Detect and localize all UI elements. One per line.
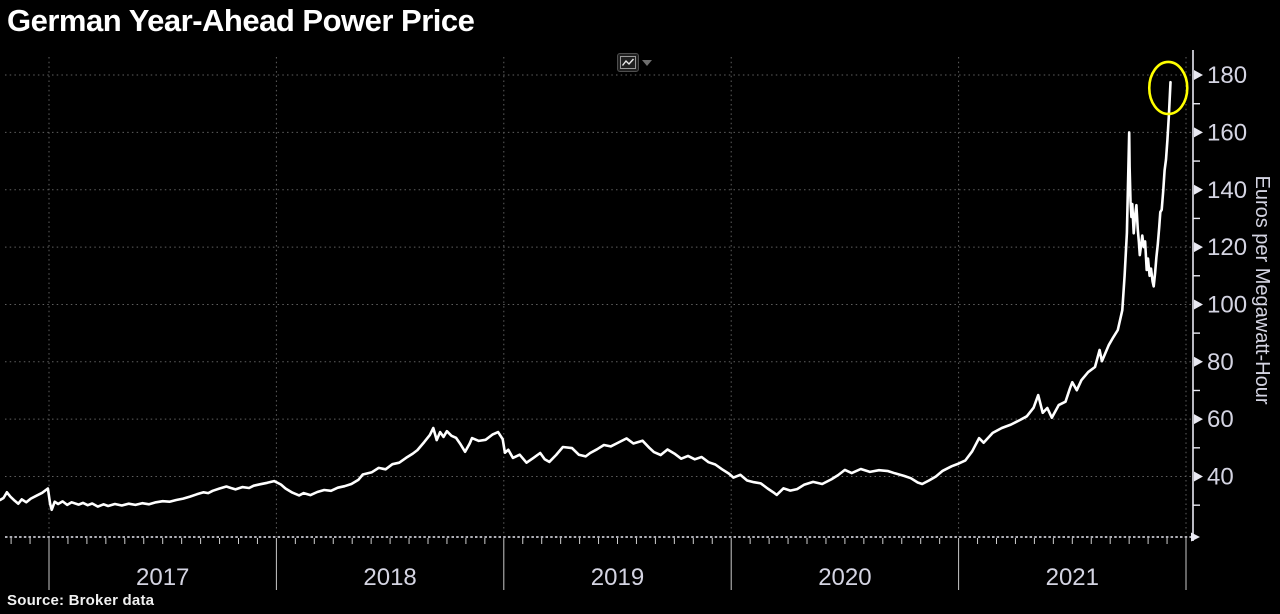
y-tick-label: 60 [1207, 406, 1234, 433]
x-tick-label: 2017 [136, 564, 189, 591]
y-tick-arrow-icon [1194, 471, 1203, 482]
gridlines [5, 57, 1193, 537]
x-tick-labels: 2017 2018 2019 2020 2021 [136, 564, 1099, 591]
y-tick-arrow-icon [1194, 242, 1203, 253]
y-tick-label: 100 [1207, 291, 1247, 318]
y-tick-arrow-icon [1194, 356, 1203, 367]
y-axis: 40 60 80 100 120 140 160 180 [1192, 50, 1247, 541]
page-title: German Year-Ahead Power Price [7, 3, 475, 38]
peak-highlight-circle [1147, 60, 1189, 116]
y-tick-label: 40 [1207, 464, 1234, 491]
y-tick-arrow-icon [1194, 70, 1203, 81]
chart-type-button[interactable] [617, 53, 639, 72]
y-tick-arrow-icon [1194, 184, 1203, 195]
y-tick-label: 140 [1207, 177, 1247, 204]
x-tick-label: 2020 [818, 564, 871, 591]
y-tick-arrow-icon [1194, 414, 1203, 425]
caret-down-icon[interactable] [642, 60, 652, 66]
y-axis-title: Euros per Megawatt-Hour [1251, 176, 1273, 405]
price-series-line [0, 80, 1172, 512]
x-axis [5, 532, 1200, 590]
y-tick-label: 80 [1207, 349, 1234, 376]
y-tick-label: 160 [1207, 119, 1247, 146]
x-tick-label: 2018 [363, 564, 416, 591]
source-note: Source: Broker data [7, 592, 155, 609]
y-tick-label: 180 [1207, 62, 1247, 89]
y-tick-arrow-icon [1194, 299, 1203, 310]
line-chart-icon [620, 56, 636, 69]
y-tick-arrow-icon [1194, 127, 1203, 138]
y-tick-label: 120 [1207, 234, 1247, 261]
x-tick-label: 2021 [1046, 564, 1099, 591]
x-tick-label: 2019 [591, 564, 644, 591]
